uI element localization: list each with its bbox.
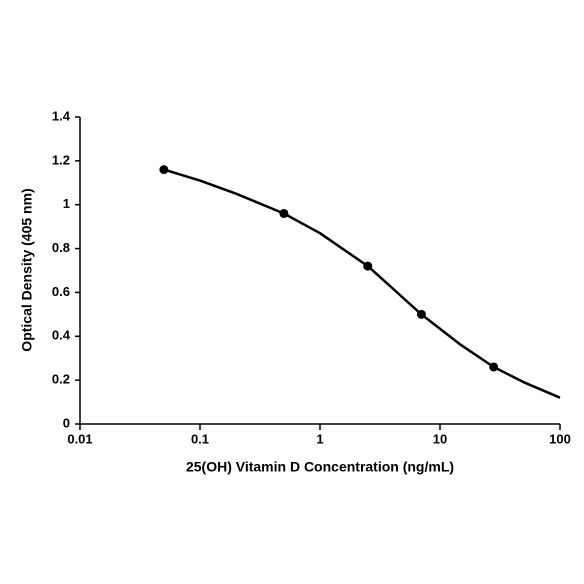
y-tick-label: 1: [63, 196, 70, 211]
y-axis-label: Optical Density (405 nm): [19, 188, 35, 351]
data-point: [363, 261, 373, 271]
x-tick-label: 1: [316, 431, 323, 446]
x-axis-label: 25(OH) Vitamin D Concentration (ng/mL): [186, 459, 454, 475]
x-tick-label: 10: [433, 431, 447, 446]
data-point: [279, 208, 289, 218]
y-tick-label: 0.6: [52, 284, 70, 299]
x-tick-label: 0.01: [67, 431, 92, 446]
y-tick-label: 1.4: [52, 108, 71, 123]
y-tick-label: 0.8: [52, 240, 70, 255]
x-tick-label: 100: [549, 431, 571, 446]
data-point: [159, 165, 169, 175]
y-tick-label: 0.2: [52, 372, 70, 387]
y-tick-label: 0.4: [52, 328, 71, 343]
data-point: [489, 362, 499, 372]
y-tick-label: 0: [63, 415, 70, 430]
x-tick-label: 0.1: [191, 431, 209, 446]
fitted-curve: [163, 168, 561, 399]
data-point: [416, 309, 426, 319]
y-tick-label: 1.2: [52, 152, 70, 167]
